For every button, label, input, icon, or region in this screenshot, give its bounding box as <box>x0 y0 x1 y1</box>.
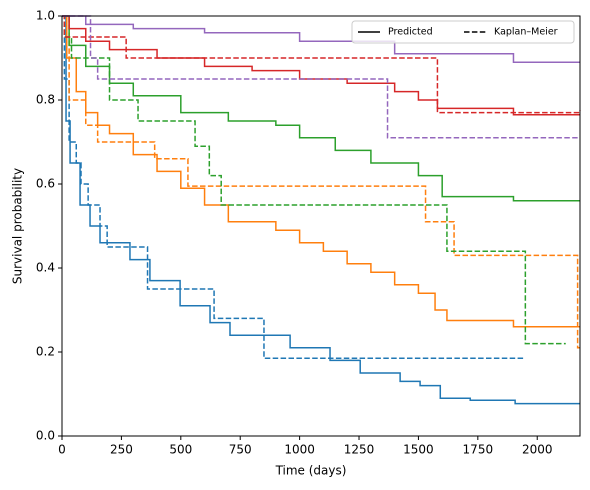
survival-curve <box>62 15 580 63</box>
x-tick-label: 750 <box>229 443 252 457</box>
x-tick-label: 1750 <box>463 443 494 457</box>
x-tick-label: 0 <box>58 443 66 457</box>
x-tick-label: 1250 <box>344 443 375 457</box>
legend-label: Kaplan–Meier <box>494 27 558 38</box>
survival-curve <box>62 15 580 202</box>
survival-curve <box>62 15 581 114</box>
y-tick-label: 0.4 <box>36 261 55 275</box>
y-axis-label: Survival probability <box>11 168 25 284</box>
x-axis-label: Time (days) <box>275 464 347 478</box>
y-tick-label: 0.6 <box>36 177 55 191</box>
survival-curve <box>62 15 580 328</box>
x-tick-label: 1500 <box>403 443 434 457</box>
y-tick-label: 0.2 <box>36 345 55 359</box>
x-tick-label: 1000 <box>284 443 315 457</box>
survival-curve <box>62 15 566 345</box>
plot-frame <box>61 15 581 437</box>
survival-curve <box>62 15 580 349</box>
survival-curve <box>62 15 526 360</box>
survival-curve <box>62 15 580 405</box>
y-tick-label: 0.8 <box>36 93 55 107</box>
legend-label: Predicted <box>388 27 433 38</box>
survival-curve <box>62 15 578 139</box>
x-tick-label: 500 <box>169 443 192 457</box>
survival-curve <box>62 15 580 116</box>
x-tick-label: 2000 <box>522 443 553 457</box>
y-tick-label: 0.0 <box>36 429 55 443</box>
y-tick-label: 1.0 <box>36 9 55 23</box>
legend-box <box>351 20 575 44</box>
x-tick-label: 250 <box>110 443 133 457</box>
